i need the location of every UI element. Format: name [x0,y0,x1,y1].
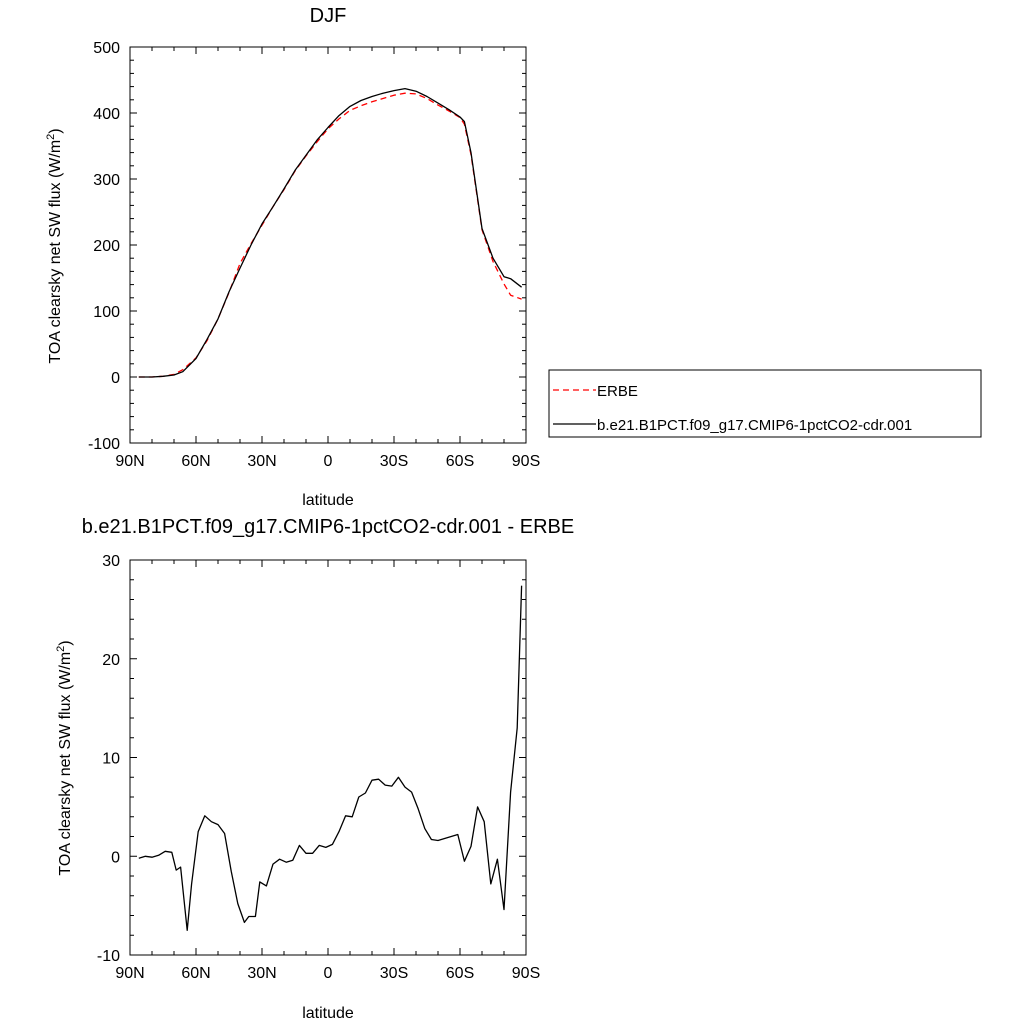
x-tick-label: 60N [181,453,210,470]
y-axis-title: TOA clearsky net SW flux (W/m2) [45,128,64,363]
x-tick-label: 90N [115,453,144,470]
y-tick-label: 500 [93,40,120,57]
legend-label-model: b.e21.B1PCT.f09_g17.CMIP6-1pctCO2-cdr.00… [597,417,912,434]
legend: ERBE b.e21.B1PCT.f09_g17.CMIP6-1pctCO2-c… [548,369,982,438]
y-tick-label: -10 [97,948,120,965]
y-tick-label: -100 [88,436,120,453]
x-tick-label: 30S [380,965,408,982]
y-tick-label: 0 [111,849,120,866]
series-line-0 [138,92,522,378]
x-axis-title: latitude [302,1005,354,1022]
series-line-0 [138,585,523,931]
bottom-axes: 90N 60N 30N 0 30S 60S 90S -10 0 10 20 30 [97,553,540,982]
x-tick-label: 30N [247,965,276,982]
y-tick-label: 200 [93,238,120,255]
x-tick-label: 90S [512,965,540,982]
legend-label-erbe: ERBE [597,383,638,400]
x-tick-label: 90N [115,965,144,982]
series-line-1 [138,87,522,378]
chart-title: DJF [310,5,347,27]
djf-panel: DJF 90N 60N 30N 0 30S 60S 90S -100 0 100 200 300 400… [45,5,540,509]
y-tick-label: 100 [93,304,120,321]
y-axis-title: TOA clearsky net SW flux (W/m2) [55,640,74,875]
difference-panel: b.e21.B1PCT.f09_g17.CMIP6-1pctCO2-cdr.00… [55,516,574,1022]
top-axes: 90N 60N 30N 0 30S 60S 90S -100 0 100 200 300 400 500 [88,40,540,470]
y-tick-label: 300 [93,172,120,189]
x-tick-label: 60N [181,965,210,982]
x-tick-label: 60S [446,453,474,470]
x-tick-label: 30N [247,453,276,470]
plot-frame [129,46,527,444]
y-tick-label: 30 [102,553,120,570]
plot-frame [129,559,527,956]
y-tick-label: 400 [93,106,120,123]
y-tick-label: 10 [102,751,120,768]
legend-box [548,369,982,438]
x-tick-label: 30S [380,453,408,470]
x-tick-label: 60S [446,965,474,982]
y-tick-label: 0 [111,370,120,387]
x-axis-title: latitude [302,492,354,509]
x-tick-label: 0 [324,965,333,982]
y-tick-label: 20 [102,652,120,669]
x-tick-label: 90S [512,453,540,470]
x-tick-label: 0 [324,453,333,470]
chart-title: b.e21.B1PCT.f09_g17.CMIP6-1pctCO2-cdr.00… [82,516,574,538]
